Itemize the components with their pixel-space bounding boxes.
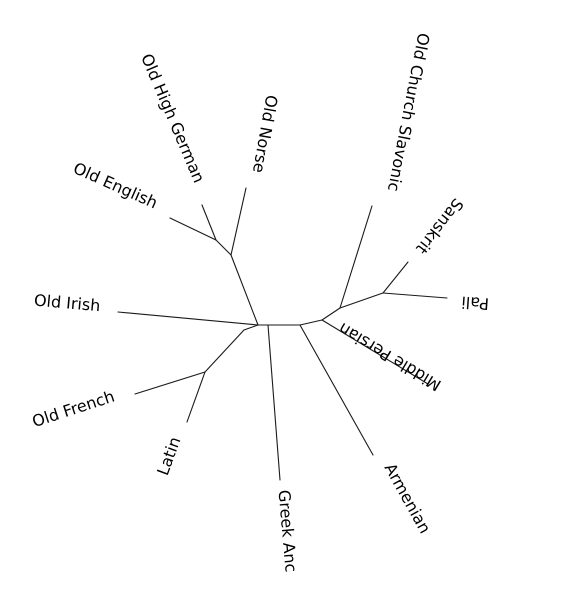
label-old-church-slavonic: Old Church Slavonic [384,31,433,193]
label-latin: Latin [153,434,184,478]
tree-branches [117,187,448,481]
branch-germanic-westgerm [215,239,232,256]
branch-old-high-german [201,204,217,241]
branch-center-east [299,319,323,326]
label-old-french: Old French [30,387,117,431]
label-armenian: Armenian [381,460,435,537]
branch-pali [382,292,448,299]
branch-root-germanic [230,254,259,326]
label-sanskrit: Sanskrit [412,195,467,258]
branch-old-french [134,371,206,395]
label-old-norse: Old Norse [249,94,281,175]
label-old-irish: Old Irish [33,291,101,316]
label-old-english: Old English [71,158,161,212]
label-old-high-german: Old High German [137,51,208,186]
branch-middle-persian [321,319,429,385]
branch-armenian [299,324,374,456]
branch-east-indoiranian [321,307,341,321]
branch-old-norse [230,187,247,256]
tree-labels: Old High German Old Norse Old Church Sla… [30,31,490,573]
label-middle-persian: Middle Persian [335,319,444,395]
branch-old-english [169,217,217,241]
branch-sanskrit [382,261,409,294]
branch-latin [186,371,206,423]
branch-indoaryan [339,292,384,309]
branch-old-irish [117,311,259,326]
label-greek-anc: Greek Anc [275,489,301,573]
branch-old-church-slavonic [339,205,373,309]
branch-root-italic [243,324,259,331]
branch-greek-anc [267,324,281,481]
branch-italic [204,329,245,373]
label-pali: Pali [461,293,490,314]
